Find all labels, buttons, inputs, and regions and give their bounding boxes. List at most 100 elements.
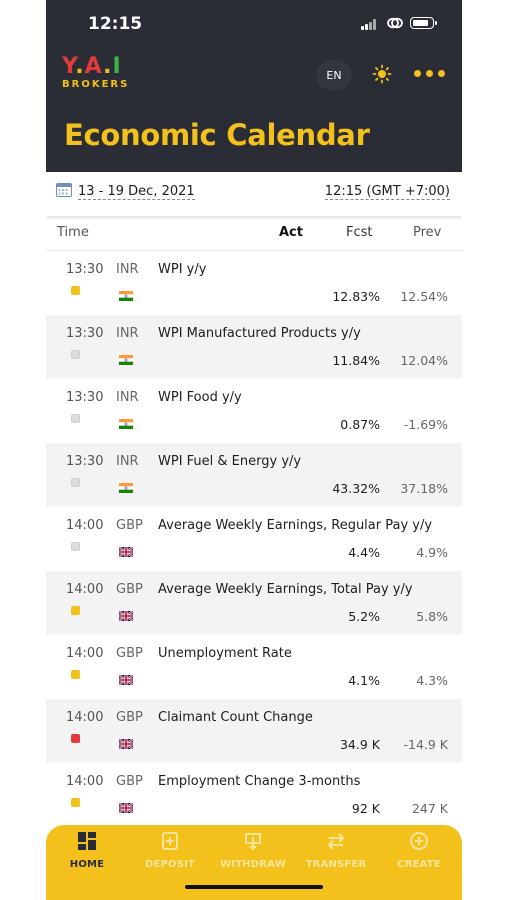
event-time: 13:30 xyxy=(66,326,104,341)
impact-indicator xyxy=(71,478,80,487)
event-name: Average Weekly Earnings, Regular Pay y/y xyxy=(158,518,433,533)
column-prev[interactable]: Prev xyxy=(413,225,442,240)
impact-indicator xyxy=(71,286,80,295)
tab-home[interactable]: HOME xyxy=(46,831,128,871)
impact-indicator xyxy=(71,542,80,551)
status-time: 12:15 xyxy=(88,14,143,34)
event-row[interactable]: 14:00 GBP Average Weekly Earnings, Regul… xyxy=(46,507,462,571)
event-previous: 37.18% xyxy=(400,481,448,496)
tab-label: HOME xyxy=(69,859,105,870)
date-range-selector[interactable]: 13 - 19 Dec, 2021 xyxy=(78,184,195,200)
column-time: Time xyxy=(57,225,89,240)
event-previous: -14.9 K xyxy=(403,737,448,752)
india-flag-icon xyxy=(119,478,133,493)
filter-bar: 13 - 19 Dec, 2021 12:15 (GMT +7:00) xyxy=(46,172,462,216)
tab-label: CREATE xyxy=(397,859,441,870)
event-forecast: 5.2% xyxy=(348,609,380,624)
event-currency: GBP xyxy=(116,710,143,725)
event-currency: INR xyxy=(116,262,139,277)
event-name: WPI Manufactured Products y/y xyxy=(158,326,361,341)
event-name: Claimant Count Change xyxy=(158,710,313,725)
create-plus-icon xyxy=(410,832,428,850)
event-row[interactable]: 14:00 GBP Average Weekly Earnings, Total… xyxy=(46,571,462,635)
tab-withdraw[interactable]: WITHDRAW xyxy=(212,831,294,871)
event-forecast: 43.32% xyxy=(332,481,380,496)
event-previous: 4.3% xyxy=(416,673,448,688)
brand-logo[interactable]: Y.A.I BROKERS xyxy=(62,55,128,95)
tab-label: TRANSFER xyxy=(305,859,367,870)
event-previous: 12.04% xyxy=(400,353,448,368)
event-name: Unemployment Rate xyxy=(158,646,292,661)
event-time: 13:30 xyxy=(66,390,104,405)
event-forecast: 0.87% xyxy=(340,417,380,432)
theme-sun-icon[interactable] xyxy=(372,64,392,84)
logo-mark: Y.A.I xyxy=(62,54,122,79)
event-time: 14:00 xyxy=(66,646,104,661)
event-time: 14:00 xyxy=(66,582,104,597)
impact-indicator xyxy=(71,798,80,807)
india-flag-icon xyxy=(119,286,133,301)
event-row[interactable]: 13:30 INR WPI Manufactured Products y/y … xyxy=(46,315,462,379)
event-row[interactable]: 14:00 GBP Unemployment Rate 4.1% 4.3% xyxy=(46,635,462,699)
signal-icon xyxy=(361,19,376,30)
tab-label: DEPOSIT xyxy=(144,859,196,870)
header: 12:15 Y.A.I BROKERS EN xyxy=(46,0,462,172)
tab-create[interactable]: CREATE xyxy=(378,831,460,871)
event-forecast: 34.9 K xyxy=(339,737,380,752)
events-list: 13:30 INR WPI y/y 12.83% 12.54% 13:30 IN… xyxy=(46,251,462,827)
event-name: Employment Change 3-months xyxy=(158,774,361,789)
page-title: Economic Calendar xyxy=(64,118,370,152)
column-act[interactable]: Act xyxy=(279,225,303,240)
event-row[interactable]: 13:30 INR WPI Food y/y 0.87% -1.69% xyxy=(46,379,462,443)
language-button[interactable]: EN xyxy=(316,60,352,90)
calendar-icon[interactable] xyxy=(56,182,72,197)
event-previous: 12.54% xyxy=(400,289,448,304)
more-menu-icon[interactable] xyxy=(414,70,446,78)
event-name: WPI y/y xyxy=(158,262,207,277)
event-time: 14:00 xyxy=(66,710,104,725)
event-currency: INR xyxy=(116,454,139,469)
column-header: Time Act Fcst Prev xyxy=(46,216,462,251)
tab-transfer[interactable]: TRANSFER xyxy=(295,831,377,871)
event-name: WPI Fuel & Energy y/y xyxy=(158,454,302,469)
event-name: Average Weekly Earnings, Total Pay y/y xyxy=(158,582,413,597)
impact-indicator xyxy=(71,606,80,615)
uk-flag-icon xyxy=(118,798,134,814)
event-previous: -1.69% xyxy=(403,417,448,432)
withdraw-icon xyxy=(245,833,261,851)
uk-flag-icon xyxy=(118,734,134,750)
event-time: 13:30 xyxy=(66,262,104,277)
timezone-selector[interactable]: 12:15 (GMT +7:00) xyxy=(324,184,450,200)
event-currency: GBP xyxy=(116,774,143,789)
event-row[interactable]: 14:00 GBP Employment Change 3-months 92 … xyxy=(46,763,462,827)
logo-subtext: BROKERS xyxy=(62,79,130,90)
tab-label: WITHDRAW xyxy=(220,859,286,870)
india-flag-icon xyxy=(119,414,133,429)
impact-indicator xyxy=(71,734,80,743)
event-previous: 4.9% xyxy=(416,545,448,560)
link-icon xyxy=(387,17,403,29)
event-row[interactable]: 13:30 INR WPI Fuel & Energy y/y 43.32% 3… xyxy=(46,443,462,507)
home-grid-icon xyxy=(78,832,96,850)
column-fcst[interactable]: Fcst xyxy=(346,225,373,240)
event-forecast: 11.84% xyxy=(332,353,380,368)
tab-deposit[interactable]: DEPOSIT xyxy=(129,831,211,871)
uk-flag-icon xyxy=(118,542,134,558)
event-row[interactable]: 13:30 INR WPI y/y 12.83% 12.54% xyxy=(46,251,462,315)
event-row[interactable]: 14:00 GBP Claimant Count Change 34.9 K -… xyxy=(46,699,462,763)
impact-indicator xyxy=(71,350,80,359)
event-currency: GBP xyxy=(116,518,143,533)
impact-indicator xyxy=(71,414,80,423)
india-flag-icon xyxy=(119,350,133,365)
app-screen: 12:15 Y.A.I BROKERS EN xyxy=(46,0,462,900)
uk-flag-icon xyxy=(118,606,134,622)
uk-flag-icon xyxy=(118,670,134,686)
bottom-tab-bar: HOME DEPOSIT WITHDRAW TRANSFER xyxy=(46,825,462,900)
status-bar: 12:15 xyxy=(46,0,462,48)
event-currency: GBP xyxy=(116,582,143,597)
event-currency: INR xyxy=(116,326,139,341)
event-forecast: 4.4% xyxy=(348,545,380,560)
event-previous: 5.8% xyxy=(416,609,448,624)
event-time: 14:00 xyxy=(66,518,104,533)
impact-indicator xyxy=(71,670,80,679)
